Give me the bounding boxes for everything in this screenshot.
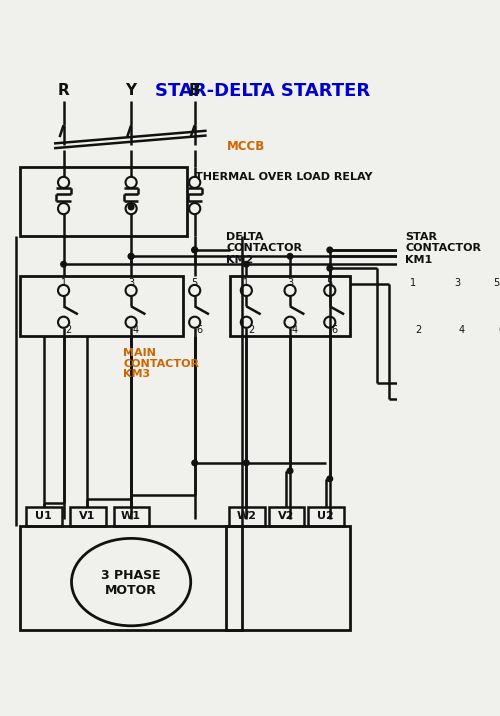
Bar bbox=[20, 276, 183, 336]
Text: 1: 1 bbox=[244, 278, 250, 288]
Bar bbox=[402, 276, 500, 336]
Bar bbox=[230, 276, 350, 336]
Text: 5: 5 bbox=[494, 278, 500, 288]
Circle shape bbox=[327, 476, 332, 482]
Circle shape bbox=[288, 468, 293, 473]
Bar bbox=[20, 168, 186, 236]
Text: STAR
CONTACTOR
KM1: STAR CONTACTOR KM1 bbox=[406, 232, 481, 265]
Text: STAR-DELTA STARTER: STAR-DELTA STARTER bbox=[154, 82, 370, 100]
Text: DELTA
CONTACTOR
KM2: DELTA CONTACTOR KM2 bbox=[226, 232, 302, 265]
Text: 5: 5 bbox=[192, 278, 198, 288]
Text: KM3: KM3 bbox=[123, 369, 150, 379]
Text: 2: 2 bbox=[415, 325, 421, 335]
Text: 6: 6 bbox=[196, 325, 202, 335]
Text: 2: 2 bbox=[65, 325, 71, 335]
Text: MOTOR: MOTOR bbox=[105, 584, 157, 596]
Bar bbox=[114, 507, 150, 526]
Circle shape bbox=[128, 204, 134, 210]
Text: 2: 2 bbox=[248, 325, 254, 335]
Text: 4: 4 bbox=[132, 325, 139, 335]
Circle shape bbox=[128, 253, 134, 259]
Text: 1: 1 bbox=[60, 278, 66, 288]
Circle shape bbox=[61, 261, 66, 267]
Bar bbox=[229, 507, 264, 526]
Circle shape bbox=[327, 266, 332, 271]
Bar bbox=[26, 507, 62, 526]
Text: V2: V2 bbox=[278, 511, 294, 521]
Text: B: B bbox=[189, 84, 200, 99]
Bar bbox=[70, 507, 106, 526]
Circle shape bbox=[454, 253, 460, 259]
Text: 3: 3 bbox=[128, 278, 134, 288]
Text: 6: 6 bbox=[332, 325, 338, 335]
Text: R: R bbox=[58, 84, 70, 99]
Text: MAIN: MAIN bbox=[123, 348, 156, 358]
Circle shape bbox=[244, 261, 249, 267]
Text: 3: 3 bbox=[454, 278, 460, 288]
Text: W1: W1 bbox=[121, 511, 141, 521]
Text: W2: W2 bbox=[236, 511, 256, 521]
Text: 5: 5 bbox=[326, 278, 333, 288]
Text: 6: 6 bbox=[498, 325, 500, 335]
Circle shape bbox=[410, 261, 416, 267]
Circle shape bbox=[494, 247, 500, 253]
Text: THERMAL OVER LOAD RELAY: THERMAL OVER LOAD RELAY bbox=[194, 172, 372, 182]
Text: U1: U1 bbox=[36, 511, 52, 521]
Text: CONTACTOR: CONTACTOR bbox=[123, 359, 199, 369]
Circle shape bbox=[244, 460, 249, 465]
Text: V1: V1 bbox=[79, 511, 96, 521]
Circle shape bbox=[128, 253, 134, 259]
Text: 4: 4 bbox=[292, 325, 298, 335]
Circle shape bbox=[192, 460, 198, 465]
Bar bbox=[268, 507, 304, 526]
Text: 1: 1 bbox=[410, 278, 416, 288]
Text: 4: 4 bbox=[458, 325, 464, 335]
Text: 3: 3 bbox=[287, 278, 293, 288]
Circle shape bbox=[192, 247, 198, 253]
Text: MCCB: MCCB bbox=[226, 140, 264, 153]
Text: U2: U2 bbox=[318, 511, 334, 521]
Bar bbox=[20, 526, 242, 630]
Text: Y: Y bbox=[126, 84, 136, 99]
Bar bbox=[226, 526, 350, 630]
Circle shape bbox=[288, 253, 293, 259]
Text: 3 PHASE: 3 PHASE bbox=[102, 569, 161, 582]
Circle shape bbox=[327, 247, 332, 253]
Circle shape bbox=[192, 247, 198, 253]
Bar bbox=[308, 507, 344, 526]
